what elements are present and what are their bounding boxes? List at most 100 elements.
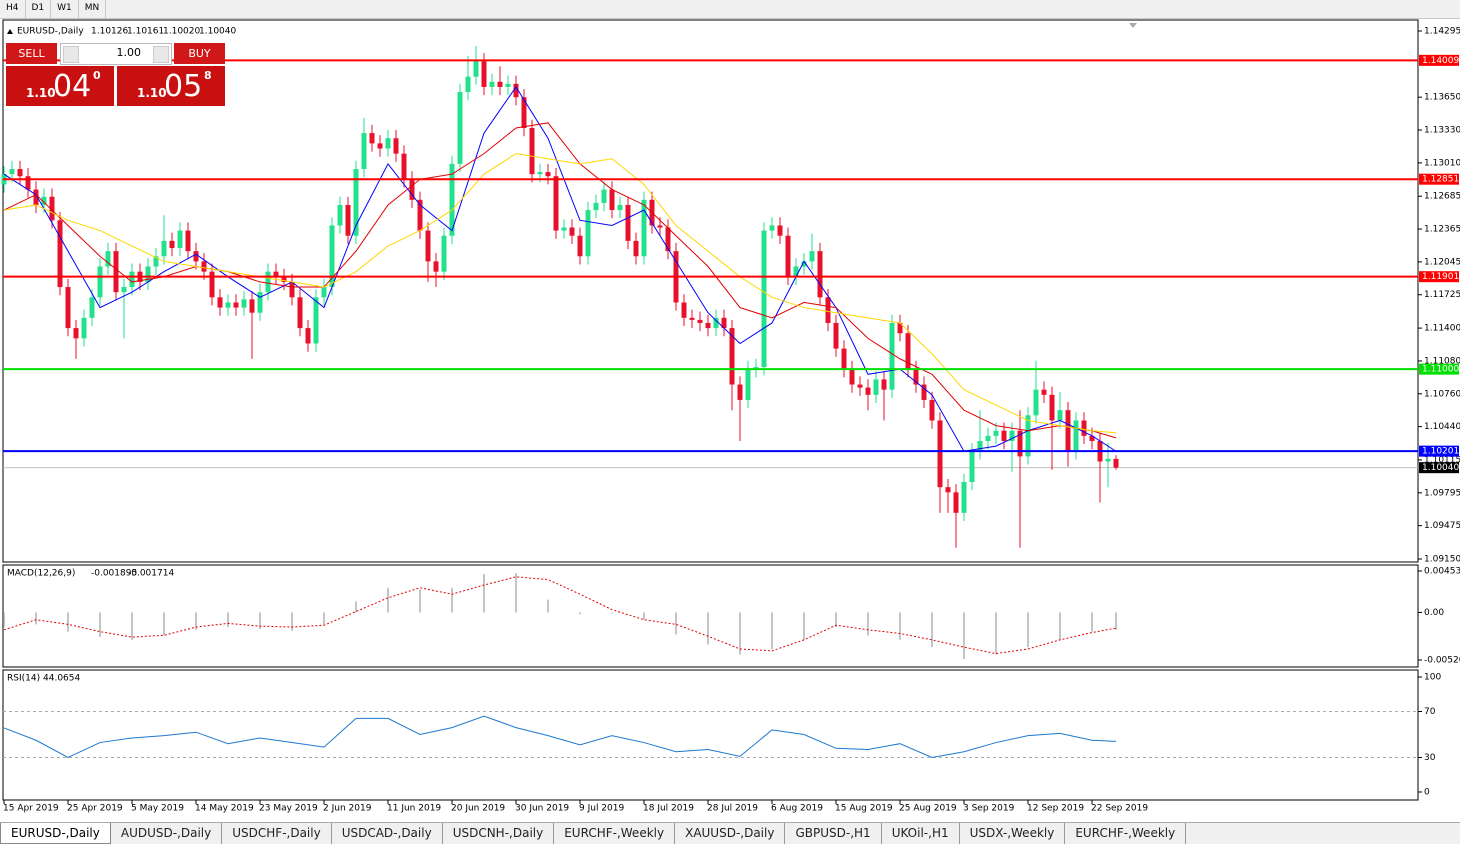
candle-body (89, 297, 95, 318)
macd-y-tick-label: 0.00 (1424, 608, 1444, 618)
rsi-panel (2, 669, 1419, 801)
candle-body (481, 61, 487, 87)
candle-body (409, 179, 415, 200)
candle-body (497, 81, 503, 87)
macd-signal-value: -0.001714 (128, 569, 174, 579)
y-tick-label: 1.13650 (1424, 93, 1460, 103)
chart-tab[interactable]: EURUSD-,Daily (0, 823, 111, 844)
timeframe-button[interactable]: W1 (51, 0, 79, 18)
header-ohlc: 1.10020 (163, 27, 200, 37)
x-tick-label: 3 Sep 2019 (963, 804, 1015, 814)
candle-body (209, 271, 215, 298)
candle-body (689, 317, 695, 320)
candle-body (569, 227, 575, 236)
candle-body (41, 196, 47, 205)
x-tick-label: 18 Jul 2019 (643, 804, 694, 814)
timeframe-button[interactable]: MN (79, 0, 107, 18)
x-tick-label: 9 Jul 2019 (579, 804, 624, 814)
moving-average (3, 153, 1117, 434)
ask-quote[interactable]: 1.10 05 8 (117, 66, 225, 106)
candle-body (561, 227, 567, 231)
lot-input[interactable]: 1.00 (60, 43, 172, 65)
current-price-bg (1419, 462, 1459, 474)
candle-body (985, 435, 991, 441)
candle-body (617, 204, 623, 211)
rsi-y-tick-label: 0 (1424, 788, 1430, 798)
candle-body (601, 189, 607, 203)
moving-average (3, 122, 1117, 439)
macd-y-tick-label: 0.004536 (1424, 567, 1460, 577)
candle-body (585, 210, 591, 257)
candle-body (49, 196, 55, 221)
buy-button[interactable]: BUY (174, 43, 225, 64)
x-tick-label: 20 Jun 2019 (451, 804, 505, 814)
x-tick-label: 11 Jun 2019 (387, 804, 441, 814)
candle-body (897, 322, 903, 334)
level-label-bg (1419, 445, 1459, 457)
candle-body (929, 399, 935, 421)
candle-body (961, 482, 967, 513)
rsi-y-tick-label: 30 (1424, 753, 1436, 763)
candle-body (65, 287, 71, 329)
candle-body (1033, 389, 1039, 416)
candle-body (945, 487, 951, 493)
candle-body (121, 287, 127, 293)
rsi-line (3, 715, 1117, 759)
chart-tab[interactable]: USDX-,Weekly (960, 823, 1066, 844)
x-tick-label: 15 Apr 2019 (3, 804, 59, 814)
chart-tab[interactable]: GBPUSD-,H1 (785, 823, 882, 844)
candle-body (345, 204, 351, 236)
bid-quote[interactable]: 1.10 04 0 (6, 66, 114, 106)
candle-body (273, 271, 279, 277)
macd-y-tick-label: -0.005205 (1424, 656, 1460, 666)
timeframe-button[interactable]: D1 (26, 0, 52, 18)
candle-body (441, 235, 447, 272)
candle-body (753, 367, 759, 370)
y-tick-label: 1.10440 (1424, 422, 1460, 432)
candle-body (609, 189, 615, 211)
spin-up[interactable] (153, 46, 169, 63)
chart-tab[interactable]: USDCHF-,Daily (222, 823, 332, 844)
candle-body (729, 328, 735, 385)
x-tick-label: 25 Aug 2019 (899, 804, 957, 814)
candle-body (857, 384, 863, 388)
macd-signal (3, 576, 1117, 655)
candle-body (417, 199, 423, 231)
candle-body (865, 387, 871, 395)
x-tick-label: 12 Sep 2019 (1027, 804, 1084, 814)
chart-tab[interactable]: EURCHF-,Weekly (1065, 823, 1187, 844)
candle-body (33, 189, 39, 205)
candle-body (1089, 435, 1095, 441)
chart-tab[interactable]: EURCHF-,Weekly (554, 823, 676, 844)
candle-body (537, 172, 543, 175)
candle-body (161, 240, 167, 257)
candle-body (201, 261, 207, 272)
chart-tab[interactable]: UKOil-,H1 (882, 823, 960, 844)
chart-tab[interactable]: XAUUSD-,Daily (675, 823, 786, 844)
y-tick-label: 1.09475 (1424, 521, 1460, 531)
candle-body (521, 97, 527, 128)
candle-body (793, 266, 799, 277)
rsi-value: 44.0654 (43, 674, 80, 684)
candle-body (1057, 410, 1063, 421)
timeframe-button[interactable]: H4 (0, 0, 26, 18)
candle-body (801, 261, 807, 267)
macd-panel (2, 564, 1419, 668)
candle-body (185, 230, 191, 252)
chart-tab[interactable]: USDCNH-,Daily (443, 823, 555, 844)
candle-body (969, 451, 975, 483)
candle-body (257, 292, 263, 313)
y-tick-label: 1.12685 (1424, 192, 1460, 202)
x-tick-label: 22 Sep 2019 (1091, 804, 1148, 814)
sell-button[interactable]: SELL (6, 43, 57, 64)
chart-tab[interactable]: USDCAD-,Daily (332, 823, 443, 844)
candle-body (1041, 389, 1047, 395)
spin-down[interactable] (63, 46, 79, 63)
candle-body (545, 172, 551, 177)
candle-body (217, 297, 223, 308)
chart-tab[interactable]: AUDUSD-,Daily (111, 823, 223, 844)
x-tick-label: 15 Aug 2019 (835, 804, 893, 814)
candle-body (489, 81, 495, 87)
x-tick-label: 25 Apr 2019 (67, 804, 123, 814)
